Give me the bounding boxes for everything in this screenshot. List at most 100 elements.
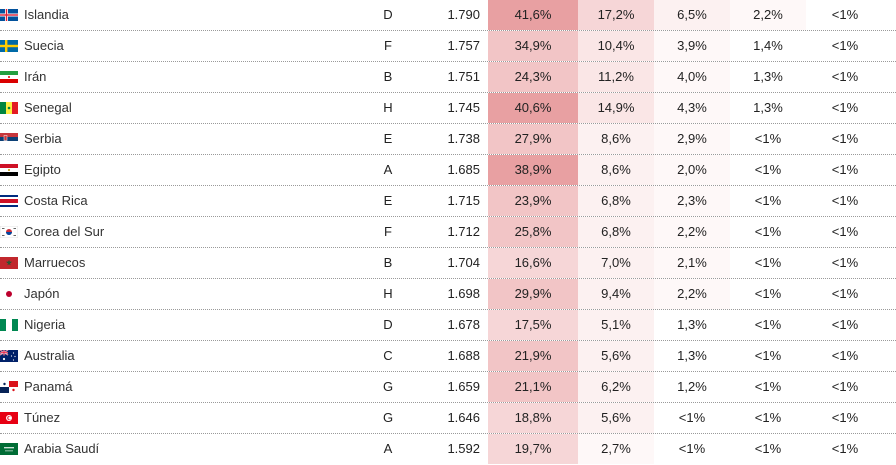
sweden-flag-icon (0, 40, 18, 52)
iran-flag-icon (0, 71, 18, 83)
table-row: Túnez G 1.646 18,8% 5,6% <1% <1% <1% (0, 403, 896, 434)
probability-cell-4: <1% (754, 286, 782, 301)
group-cell: H (383, 286, 393, 301)
probability-cell-3: 6,5% (654, 0, 730, 30)
probability-cell-4: <1% (754, 441, 782, 456)
team-name: Corea del Sur (24, 224, 105, 239)
rating-cell: 1.659 (447, 379, 480, 394)
team-cell: Corea del Sur (0, 217, 240, 247)
probability-cell-3: 2,2% (654, 279, 730, 309)
tunisia-flag-icon (0, 412, 18, 424)
rating-cell: 1.757 (447, 38, 480, 53)
probability-cell-1: 24,3% (488, 62, 578, 92)
table-row: Marruecos B 1.704 16,6% 7,0% 2,1% <1% <1% (0, 248, 896, 279)
probability-cell-5: <1% (831, 162, 859, 177)
nigeria-flag-icon (0, 319, 18, 331)
probability-cell-1: 21,9% (488, 341, 578, 371)
probability-cell-3: 1,3% (677, 317, 707, 332)
probability-cell-4: <1% (754, 255, 782, 270)
probability-cell-4: 1,4% (753, 38, 783, 53)
team-cell: Japón (0, 279, 240, 309)
team-name: Nigeria (24, 317, 66, 332)
probability-cell-4: 2,2% (730, 0, 806, 30)
team-cell: Costa Rica (0, 186, 240, 216)
probability-cell-5: <1% (831, 100, 859, 115)
group-cell: E (383, 131, 393, 146)
rating-cell: 1.745 (447, 100, 480, 115)
team-cell: Serbia (0, 124, 240, 154)
probability-cell-4: <1% (754, 193, 782, 208)
team-cell: Irán (0, 62, 240, 92)
iceland-flag-icon (0, 9, 18, 21)
team-cell: Panamá (0, 372, 240, 402)
team-cell: Suecia (0, 31, 240, 61)
probability-cell-3: 2,2% (654, 217, 730, 247)
table-row: Islandia D 1.790 41,6% 17,2% 6,5% 2,2% <1% (0, 0, 896, 31)
team-name: Serbia (24, 131, 62, 146)
table-row: Serbia E 1.738 27,9% 8,6% 2,9% <1% <1% (0, 124, 896, 155)
probability-cell-5: <1% (831, 410, 859, 425)
probability-cell-2: 8,6% (578, 124, 654, 154)
group-cell: B (383, 69, 393, 84)
probability-cell-2: 17,2% (578, 0, 654, 30)
probability-cell-1: 41,6% (488, 0, 578, 30)
probability-cell-4: <1% (754, 224, 782, 239)
team-cell: Arabia Saudí (0, 434, 240, 464)
probability-cell-1: 25,8% (488, 217, 578, 247)
probability-cell-5: <1% (831, 348, 859, 363)
probability-cell-5: <1% (831, 441, 859, 456)
table-row: Irán B 1.751 24,3% 11,2% 4,0% 1,3% <1% (0, 62, 896, 93)
table-row: Nigeria D 1.678 17,5% 5,1% 1,3% <1% <1% (0, 310, 896, 341)
probability-cell-3: 2,1% (654, 248, 730, 278)
probability-cell-1: 16,6% (488, 248, 578, 278)
team-name: Costa Rica (24, 193, 88, 208)
team-cell: Marruecos (0, 248, 240, 278)
rating-cell: 1.790 (447, 7, 480, 22)
rating-cell: 1.704 (447, 255, 480, 270)
senegal-flag-icon (0, 102, 18, 114)
team-name: Islandia (24, 7, 69, 22)
probability-cell-4: <1% (754, 131, 782, 146)
group-cell: C (383, 348, 393, 363)
probability-cell-1: 17,5% (488, 310, 578, 340)
team-cell: Australia (0, 341, 240, 371)
probability-cell-3: 3,9% (654, 31, 730, 61)
probability-cell-3: <1% (678, 441, 706, 456)
morocco-flag-icon (0, 257, 18, 269)
rating-cell: 1.751 (447, 69, 480, 84)
team-name: Egipto (24, 162, 61, 177)
group-cell: E (383, 193, 393, 208)
probability-cell-2: 8,6% (578, 155, 654, 185)
probability-cell-2: 6,8% (578, 186, 654, 216)
table-row: Panamá G 1.659 21,1% 6,2% 1,2% <1% <1% (0, 372, 896, 403)
group-cell: A (383, 441, 393, 456)
probability-cell-2: 10,4% (578, 31, 654, 61)
group-cell: D (383, 7, 393, 22)
probability-cell-1: 40,6% (488, 93, 578, 123)
probability-cell-5: <1% (831, 286, 859, 301)
probability-cell-3: 2,3% (654, 186, 730, 216)
team-cell: Islandia (0, 0, 240, 30)
panama-flag-icon (0, 381, 18, 393)
probability-cell-4: <1% (754, 348, 782, 363)
probability-cell-3: 2,0% (654, 155, 730, 185)
probability-cell-1: 29,9% (488, 279, 578, 309)
team-name: Panamá (24, 379, 73, 394)
egypt-flag-icon (0, 164, 18, 176)
rating-cell: 1.738 (447, 131, 480, 146)
table-row: Arabia Saudí A 1.592 19,7% 2,7% <1% <1% <1% (0, 434, 896, 465)
serbia-flag-icon (0, 133, 18, 145)
probability-cell-1: 38,9% (488, 155, 578, 185)
probability-cell-2: 5,6% (578, 341, 654, 371)
probability-cell-2: 11,2% (578, 62, 654, 92)
probability-cell-5: <1% (831, 38, 859, 53)
rating-cell: 1.712 (447, 224, 480, 239)
probability-cell-3: 1,2% (677, 379, 707, 394)
probability-cell-1: 19,7% (488, 434, 578, 464)
team-name: Marruecos (24, 255, 86, 270)
probability-cell-3: 2,9% (654, 124, 730, 154)
table-row: Corea del Sur F 1.712 25,8% 6,8% 2,2% <1% <1% (0, 217, 896, 248)
rating-cell: 1.685 (447, 162, 480, 177)
group-cell: B (383, 255, 393, 270)
